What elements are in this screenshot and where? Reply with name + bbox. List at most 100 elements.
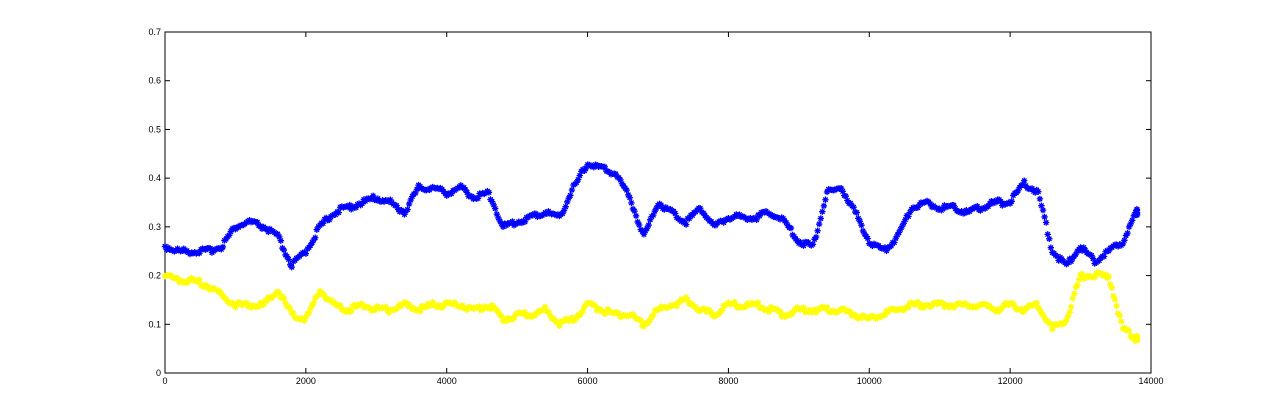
data-point-series-1 xyxy=(1111,296,1119,303)
data-point-series-0 xyxy=(1100,253,1108,260)
data-point-series-0 xyxy=(837,185,845,192)
data-point-series-0 xyxy=(564,198,571,206)
data-point-series-0 xyxy=(1053,253,1061,260)
data-point-series-0 xyxy=(617,176,624,184)
data-point-series-0 xyxy=(393,202,400,209)
data-point-series-1 xyxy=(502,317,510,325)
y-tick-label: 0.1 xyxy=(148,319,161,329)
data-point-series-1 xyxy=(255,303,263,310)
data-point-series-0 xyxy=(646,216,654,223)
data-point-series-0 xyxy=(823,188,831,196)
data-point-series-1 xyxy=(692,303,699,310)
x-tick-label: 0 xyxy=(162,376,167,386)
data-point-series-0 xyxy=(474,195,482,202)
data-point-series-0 xyxy=(1046,235,1053,243)
data-point-series-1 xyxy=(487,305,494,313)
y-tick-label: 0.5 xyxy=(148,124,161,134)
data-point-series-0 xyxy=(853,209,860,216)
data-point-series-0 xyxy=(462,186,469,194)
data-point-series-0 xyxy=(276,233,283,241)
data-point-series-0 xyxy=(1058,255,1065,263)
data-point-series-0 xyxy=(887,242,895,250)
data-point-series-1 xyxy=(423,303,430,310)
data-point-series-0 xyxy=(898,223,906,230)
data-point-series-1 xyxy=(1110,293,1117,300)
data-point-series-0 xyxy=(312,234,319,241)
x-tick-label: 6000 xyxy=(578,376,598,386)
data-point-series-1 xyxy=(914,298,922,306)
data-point-series-0 xyxy=(906,209,914,216)
data-point-series-0 xyxy=(326,216,333,223)
data-point-series-0 xyxy=(1129,217,1136,224)
data-point-series-0 xyxy=(883,247,890,255)
data-point-series-1 xyxy=(282,299,289,307)
data-point-series-0 xyxy=(407,196,414,204)
data-point-series-0 xyxy=(844,197,851,204)
data-point-series-1 xyxy=(568,314,576,321)
data-point-series-1 xyxy=(1017,305,1025,313)
data-point-series-0 xyxy=(657,201,665,209)
data-point-series-0 xyxy=(686,215,693,222)
data-point-series-0 xyxy=(493,210,500,218)
data-point-series-0 xyxy=(1133,211,1141,218)
data-point-series-0 xyxy=(254,219,261,226)
data-point-series-0 xyxy=(1125,223,1133,231)
data-point-series-0 xyxy=(653,204,660,212)
data-point-series-0 xyxy=(509,218,516,225)
data-point-series-0 xyxy=(1044,231,1051,238)
data-point-series-1 xyxy=(673,302,680,310)
data-point-series-0 xyxy=(902,216,909,223)
data-point-series-0 xyxy=(257,222,264,230)
data-point-series-0 xyxy=(864,235,871,242)
data-point-series-0 xyxy=(783,219,790,226)
data-point-series-0 xyxy=(650,211,657,219)
data-point-series-1 xyxy=(905,304,912,311)
data-point-series-0 xyxy=(859,227,867,235)
data-point-series-0 xyxy=(1055,257,1062,264)
data-point-series-1 xyxy=(1047,320,1055,328)
data-point-series-0 xyxy=(634,218,641,226)
data-point-series-0 xyxy=(625,191,632,199)
y-tick-label: 0.4 xyxy=(148,173,161,183)
y-tick-label: 0 xyxy=(156,368,161,378)
data-point-series-1 xyxy=(1033,300,1040,307)
data-point-series-1 xyxy=(463,306,471,313)
data-point-series-0 xyxy=(161,243,169,250)
data-point-series-1 xyxy=(545,308,552,315)
data-point-series-0 xyxy=(568,186,576,194)
data-point-series-0 xyxy=(985,203,992,210)
data-point-series-1 xyxy=(459,302,466,309)
data-point-series-0 xyxy=(1122,232,1130,239)
data-point-series-0 xyxy=(839,188,846,195)
data-point-series-0 xyxy=(1031,189,1039,196)
data-point-series-0 xyxy=(651,207,659,215)
data-point-series-1 xyxy=(429,298,436,306)
data-point-series-1 xyxy=(852,311,859,318)
data-point-series-0 xyxy=(842,192,850,200)
data-point-series-1 xyxy=(615,310,623,317)
data-point-series-1 xyxy=(301,317,308,324)
data-point-series-0 xyxy=(927,200,934,208)
data-point-series-1 xyxy=(196,276,203,283)
data-point-series-0 xyxy=(1082,247,1089,254)
data-point-series-1 xyxy=(1069,295,1076,302)
data-point-series-0 xyxy=(1041,213,1048,221)
data-point-series-1 xyxy=(546,311,554,319)
data-point-series-1 xyxy=(1125,327,1133,334)
data-point-series-1 xyxy=(578,309,585,317)
data-point-series-1 xyxy=(1116,312,1123,319)
data-point-series-0 xyxy=(573,179,580,186)
data-point-series-0 xyxy=(974,203,981,210)
data-point-series-1 xyxy=(1064,313,1072,320)
data-point-series-0 xyxy=(308,239,316,246)
data-point-series-1 xyxy=(222,295,230,303)
data-point-series-0 xyxy=(939,205,947,213)
data-point-series-1 xyxy=(1133,333,1141,340)
data-point-series-0 xyxy=(404,206,411,213)
data-point-series-0 xyxy=(1038,202,1045,209)
data-point-series-0 xyxy=(307,242,314,249)
data-point-series-1 xyxy=(754,299,762,306)
data-point-series-0 xyxy=(274,230,281,238)
y-tick-label: 0.2 xyxy=(148,271,161,281)
data-point-series-1 xyxy=(1102,271,1109,278)
